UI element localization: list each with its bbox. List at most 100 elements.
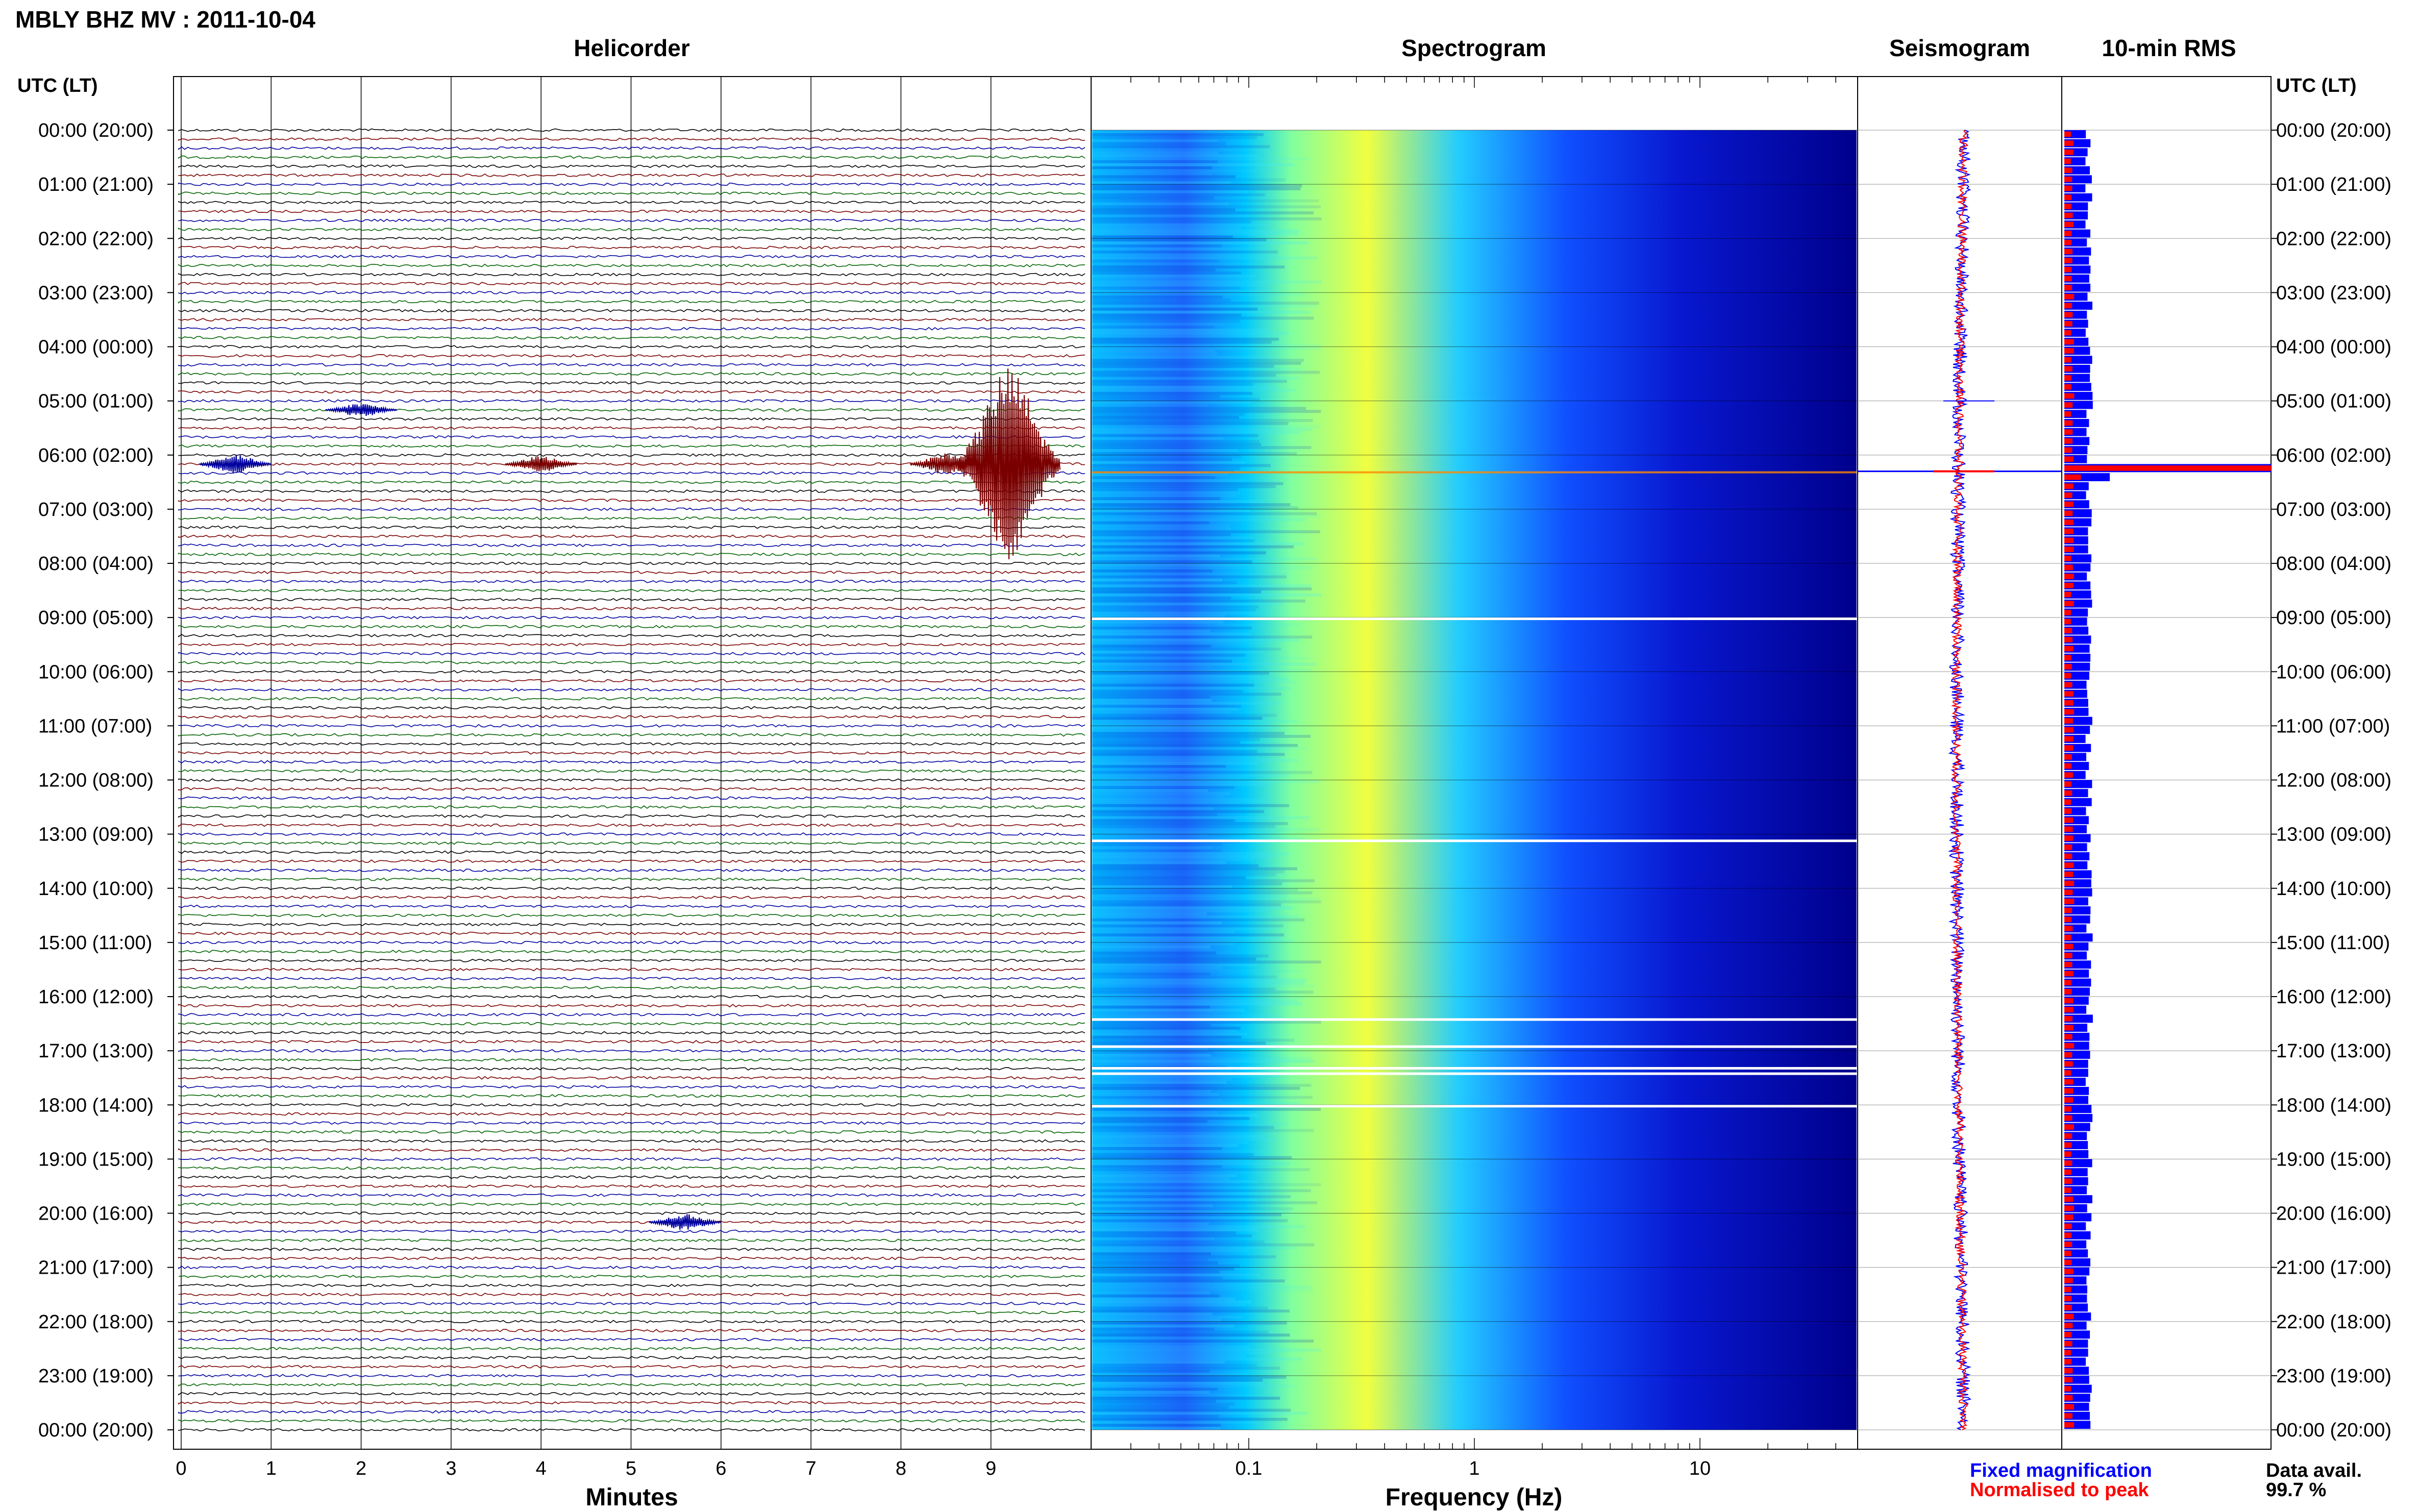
helicorder-trace <box>178 1256 1085 1260</box>
spectrogram-texture <box>1092 743 1298 747</box>
spectrogram-texture <box>1092 1316 1242 1319</box>
spectrogram-texture <box>1092 831 1278 834</box>
spectrogram-texture <box>1092 1171 1273 1174</box>
helicorder-trace <box>178 670 1085 674</box>
hour-label-left: 13:00 (09:00) <box>38 824 154 846</box>
helicorder-trace <box>178 913 1085 918</box>
spectrogram-texture <box>1092 738 1260 741</box>
spectrogram-texture <box>1092 756 1259 759</box>
rms-bar-normalised <box>2064 1368 2073 1374</box>
spectrogram-texture <box>1092 533 1231 536</box>
spectrogram-texture <box>1092 623 1300 627</box>
rms-bar-normalised <box>2064 700 2074 706</box>
spectrogram-texture <box>1092 699 1212 702</box>
helicorder-trace <box>178 751 1085 755</box>
spectrogram-texture <box>1092 909 1270 912</box>
rms-bar-normalised <box>2064 556 2071 561</box>
rms-bar-normalised <box>2064 754 2072 760</box>
helicorder-trace <box>178 1229 1085 1233</box>
helicorder-trace <box>178 868 1085 872</box>
spectrogram-texture <box>1092 247 1272 251</box>
spectrogram-texture <box>1092 966 1223 970</box>
helicorder-trace <box>178 318 1085 321</box>
helicorder-trace <box>178 904 1085 908</box>
rms-bar-normalised <box>2064 591 2071 598</box>
seismogram-normalised-trace <box>1951 130 1969 1430</box>
helicorder-trace <box>178 507 1085 511</box>
legend-fixed: Fixed magnification <box>1970 1460 2152 1481</box>
spectrogram-texture <box>1092 377 1300 380</box>
rms-bar-normalised <box>2064 889 2073 895</box>
rms-bar-normalised <box>2064 862 2074 868</box>
rms-bar-normalised <box>2064 628 2072 634</box>
spectrogram-texture <box>1092 401 1251 404</box>
rms-bar-normalised <box>2064 637 2073 642</box>
spectrogram-texture <box>1092 446 1312 449</box>
hour-label-left: 15:00 (11:00) <box>38 932 152 954</box>
helicorder-trace <box>178 1337 1085 1342</box>
rms-bar-normalised <box>2064 1232 2072 1238</box>
hour-label-left: 12:00 (08:00) <box>38 770 154 791</box>
spectrogram-texture <box>1092 277 1253 281</box>
spectrogram-texture <box>1092 299 1231 302</box>
helicorder-trace <box>178 1175 1085 1179</box>
spectrogram-texture <box>1092 1162 1291 1166</box>
spectrogram-texture <box>1092 978 1307 982</box>
helicorder-trace <box>178 1157 1085 1161</box>
rms-bar-normalised <box>2064 853 2072 859</box>
rms-bar-normalised <box>2064 1250 2071 1256</box>
hour-label-left: 10:00 (06:00) <box>38 661 154 683</box>
helicorder-trace <box>178 1220 1085 1224</box>
spectrogram-gap <box>1092 1072 1857 1075</box>
spectrogram-texture <box>1092 340 1272 344</box>
rms-panel <box>2061 76 2272 1450</box>
spectrogram-texture <box>1092 1394 1278 1397</box>
spectrogram-texture <box>1092 924 1283 928</box>
rms-bar-normalised <box>2064 1359 2072 1365</box>
helicorder-trace <box>178 877 1085 881</box>
helicorder-trace <box>178 390 1085 394</box>
rms-bar-normalised <box>2064 465 2271 471</box>
rms-bar-normalised <box>2064 1160 2072 1166</box>
rms-bar-normalised <box>2064 158 2071 164</box>
spectrogram-texture <box>1092 873 1276 877</box>
spectrogram-texture <box>1092 416 1239 419</box>
rms-bar-normalised <box>2064 204 2071 209</box>
hour-label-left: 16:00 (12:00) <box>38 986 154 1008</box>
rms-bar-normalised <box>2064 258 2072 263</box>
spectrogram-texture <box>1092 810 1265 813</box>
spectrogram-texture <box>1092 997 1303 1000</box>
spectrogram-texture <box>1092 957 1256 961</box>
spectrogram-texture <box>1092 1264 1240 1268</box>
rms-bar-normalised <box>2064 808 2072 814</box>
spectrogram-texture <box>1092 897 1320 901</box>
spectrogram-texture <box>1092 437 1224 440</box>
spectrogram-texture <box>1092 362 1301 365</box>
spectrogram-texture <box>1092 452 1297 455</box>
spectrogram-texture <box>1092 933 1285 937</box>
helicorder-trace <box>178 327 1085 331</box>
spectrogram-texture <box>1092 262 1256 266</box>
spectrogram-event <box>1092 471 1857 474</box>
rms-bar-normalised <box>2064 447 2072 453</box>
spectrogram-texture <box>1092 563 1273 566</box>
helicorder-trace <box>178 687 1085 691</box>
helicorder-trace <box>178 164 1085 168</box>
spectrogram-texture <box>1092 1243 1315 1247</box>
spectrogram-texture <box>1092 334 1278 338</box>
spectrogram-texture <box>1092 329 1267 332</box>
spectrogram-texture <box>1092 1294 1220 1298</box>
legend-normalised: Normalised to peak <box>1970 1479 2149 1501</box>
helicorder-trace <box>178 1383 1085 1387</box>
spectrogram-texture <box>1092 232 1298 236</box>
spectrogram-texture <box>1092 566 1313 569</box>
hour-label-left: 19:00 (15:00) <box>38 1149 154 1170</box>
helicorder-tick-label: 5 <box>626 1458 636 1479</box>
helicorder-xlabel: Minutes <box>585 1484 678 1511</box>
spectrogram-texture <box>1092 536 1254 539</box>
spectrogram-texture <box>1092 981 1305 985</box>
spectrogram-texture <box>1092 1180 1258 1183</box>
spectrogram-texture <box>1092 1333 1290 1337</box>
spectrogram-texture <box>1092 1204 1213 1207</box>
rms-bar-normalised <box>2064 989 2072 995</box>
